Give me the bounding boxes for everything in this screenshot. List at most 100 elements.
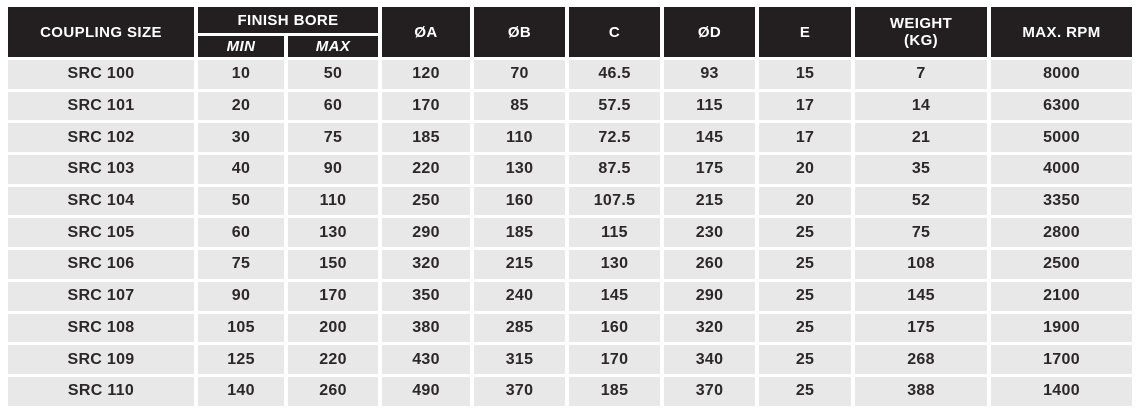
cell-coupling-size: SRC 109: [8, 345, 194, 374]
table-row: SRC 105 60 130 290 185 115 230 25 75 2800: [8, 218, 1133, 248]
cell-weight-kg: 388: [855, 376, 988, 406]
cell-min: 140: [198, 376, 284, 406]
cell-dia-a: 380: [382, 313, 471, 343]
cell-dia-d: 370: [664, 376, 756, 406]
cell-coupling-size: SRC 103: [8, 155, 194, 184]
header-max: MAX: [288, 36, 379, 57]
cell-dia-a: 320: [382, 250, 471, 279]
cell-min: 90: [198, 281, 284, 311]
cell-max-rpm: 5000: [991, 123, 1133, 153]
cell-dia-a: 170: [382, 91, 471, 121]
cell-dia-a: 120: [382, 60, 471, 89]
cell-min: 105: [198, 313, 284, 343]
header-dia-b: ØB: [474, 7, 566, 57]
cell-weight-kg: 35: [855, 155, 988, 184]
header-e: E: [759, 7, 852, 57]
cell-c: 87.5: [569, 155, 661, 184]
header-max-rpm: MAX. RPM: [991, 7, 1133, 57]
cell-c: 115: [569, 218, 661, 248]
cell-dia-a: 185: [382, 123, 471, 153]
cell-dia-d: 215: [664, 186, 756, 216]
cell-min: 20: [198, 91, 284, 121]
table-row: SRC 102 30 75 185 110 72.5 145 17 21 5000: [8, 123, 1133, 153]
header-row-sub: MIN MAX: [8, 36, 1132, 57]
cell-c: 130: [569, 250, 661, 279]
cell-dia-a: 430: [382, 345, 471, 374]
table-row: SRC 108 105 200 380 285 160 320 25 175 1900: [8, 313, 1133, 343]
coupling-spec-table: COUPLING SIZE FINISH BORE ØA ØB C ØD E W…: [4, 4, 1136, 409]
table-row: SRC 110 140 260 490 370 185 370 25 388 1400: [8, 376, 1133, 406]
cell-coupling-size: SRC 107: [8, 281, 194, 311]
cell-max: 130: [288, 218, 379, 248]
cell-max-rpm: 2800: [991, 218, 1133, 248]
cell-max-rpm: 2100: [991, 281, 1133, 311]
cell-weight-kg: 21: [855, 123, 988, 153]
header-dia-a: ØA: [382, 7, 471, 57]
cell-dia-a: 490: [382, 376, 471, 406]
cell-dia-b: 85: [474, 91, 566, 121]
cell-dia-b: 370: [474, 376, 566, 406]
cell-min: 30: [198, 123, 284, 153]
cell-coupling-size: SRC 104: [8, 186, 194, 216]
cell-c: 107.5: [569, 186, 661, 216]
cell-e: 25: [759, 281, 852, 311]
header-min: MIN: [198, 36, 284, 57]
cell-e: 25: [759, 345, 852, 374]
table-row: SRC 103 40 90 220 130 87.5 175 20 35 4000: [8, 155, 1133, 184]
cell-dia-a: 350: [382, 281, 471, 311]
cell-c: 160: [569, 313, 661, 343]
cell-e: 25: [759, 376, 852, 406]
cell-dia-a: 290: [382, 218, 471, 248]
cell-c: 170: [569, 345, 661, 374]
cell-c: 72.5: [569, 123, 661, 153]
cell-weight-kg: 14: [855, 91, 988, 121]
cell-c: 46.5: [569, 60, 661, 89]
cell-dia-b: 160: [474, 186, 566, 216]
header-c: C: [569, 7, 661, 57]
header-row-top: COUPLING SIZE FINISH BORE ØA ØB C ØD E W…: [8, 7, 1133, 57]
cell-dia-d: 93: [664, 60, 756, 89]
table-header: COUPLING SIZE FINISH BORE ØA ØB C ØD E W…: [8, 7, 1133, 57]
header-weight-line2: (KG): [903, 32, 939, 49]
cell-weight-kg: 7: [855, 60, 988, 89]
cell-weight-kg: 52: [855, 186, 988, 216]
cell-weight-kg: 108: [855, 250, 988, 279]
cell-dia-a: 250: [382, 186, 471, 216]
cell-weight-kg: 145: [855, 281, 988, 311]
cell-max: 110: [288, 186, 379, 216]
cell-coupling-size: SRC 101: [8, 91, 194, 121]
cell-e: 25: [759, 313, 852, 343]
cell-min: 75: [198, 250, 284, 279]
cell-max: 260: [288, 376, 379, 406]
cell-max-rpm: 6300: [991, 91, 1133, 121]
header-weight-line1: WEIGHT: [889, 14, 953, 32]
cell-coupling-size: SRC 105: [8, 218, 194, 248]
cell-max-rpm: 1900: [991, 313, 1133, 343]
cell-max-rpm: 3350: [991, 186, 1133, 216]
cell-dia-d: 175: [664, 155, 756, 184]
cell-max-rpm: 1400: [991, 376, 1133, 406]
header-dia-d: ØD: [664, 7, 756, 57]
cell-dia-d: 115: [664, 91, 756, 121]
cell-min: 10: [198, 60, 284, 89]
header-finish-bore: FINISH BORE: [198, 7, 379, 33]
cell-e: 20: [759, 186, 852, 216]
table-row: SRC 101 20 60 170 85 57.5 115 17 14 6300: [8, 91, 1133, 121]
cell-e: 20: [759, 155, 852, 184]
cell-dia-b: 70: [474, 60, 566, 89]
cell-max: 90: [288, 155, 379, 184]
cell-min: 50: [198, 186, 284, 216]
cell-dia-d: 340: [664, 345, 756, 374]
cell-e: 17: [759, 91, 852, 121]
cell-e: 25: [759, 250, 852, 279]
cell-max-rpm: 1700: [991, 345, 1133, 374]
cell-max: 220: [288, 345, 379, 374]
table-row: SRC 106 75 150 320 215 130 260 25 108 2500: [8, 250, 1133, 279]
cell-e: 25: [759, 218, 852, 248]
cell-dia-b: 130: [474, 155, 566, 184]
cell-dia-b: 215: [474, 250, 566, 279]
cell-coupling-size: SRC 100: [8, 60, 194, 89]
cell-dia-b: 110: [474, 123, 566, 153]
cell-dia-d: 260: [664, 250, 756, 279]
cell-coupling-size: SRC 108: [8, 313, 194, 343]
